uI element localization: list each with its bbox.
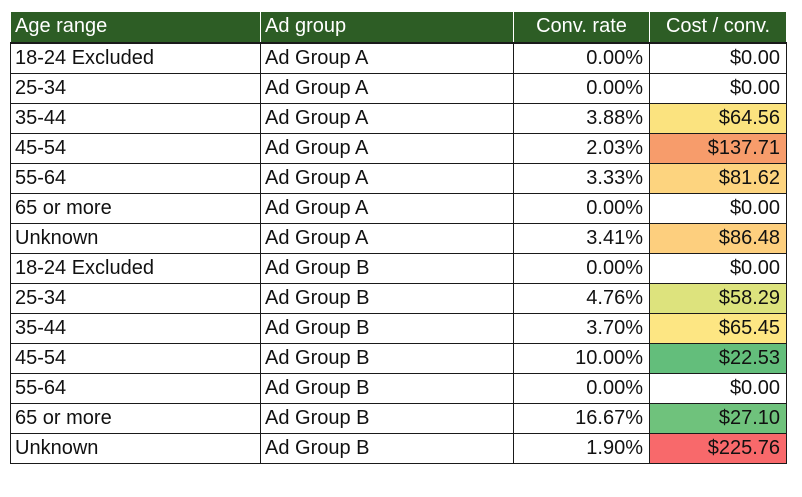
cell-cost-per-conv[interactable]: $64.56 bbox=[649, 102, 787, 134]
cell-cost-per-conv[interactable]: $0.00 bbox=[649, 192, 787, 224]
cell-ad-group[interactable]: Ad Group B bbox=[260, 312, 514, 344]
cell-cost-per-conv[interactable]: $22.53 bbox=[649, 342, 787, 374]
cell-conv-rate[interactable]: 1.90% bbox=[513, 432, 650, 464]
cell-cost-per-conv[interactable]: $27.10 bbox=[649, 402, 787, 434]
table-row: 65 or more Ad Group A 0.00% $0.00 bbox=[10, 192, 787, 224]
cell-conv-rate[interactable]: 3.41% bbox=[513, 222, 650, 254]
cell-conv-rate[interactable]: 0.00% bbox=[513, 42, 650, 74]
cell-conv-rate[interactable]: 0.00% bbox=[513, 372, 650, 404]
cell-ad-group[interactable]: Ad Group A bbox=[260, 72, 514, 104]
cell-ad-group[interactable]: Ad Group A bbox=[260, 42, 514, 74]
cell-conv-rate[interactable]: 3.33% bbox=[513, 162, 650, 194]
cell-conv-rate[interactable]: 0.00% bbox=[513, 72, 650, 104]
table-row: 55-64 Ad Group B 0.00% $0.00 bbox=[10, 372, 787, 404]
cell-cost-per-conv[interactable]: $81.62 bbox=[649, 162, 787, 194]
table-row: 55-64 Ad Group A 3.33% $81.62 bbox=[10, 162, 787, 194]
cell-age-range[interactable]: 18-24 Excluded bbox=[10, 42, 261, 74]
cell-conv-rate[interactable]: 10.00% bbox=[513, 342, 650, 374]
cell-cost-per-conv[interactable]: $65.45 bbox=[649, 312, 787, 344]
cell-age-range[interactable]: 65 or more bbox=[10, 192, 261, 224]
cell-ad-group[interactable]: Ad Group A bbox=[260, 102, 514, 134]
header-ad-group[interactable]: Ad group bbox=[260, 11, 514, 44]
table-row: 35-44 Ad Group A 3.88% $64.56 bbox=[10, 102, 787, 134]
cell-age-range[interactable]: 25-34 bbox=[10, 282, 261, 314]
cell-ad-group[interactable]: Ad Group B bbox=[260, 252, 514, 284]
cell-age-range[interactable]: 35-44 bbox=[10, 312, 261, 344]
cell-age-range[interactable]: Unknown bbox=[10, 432, 261, 464]
table-body: 18-24 Excluded Ad Group A 0.00% $0.00 25-34 A… bbox=[10, 42, 787, 464]
cell-ad-group[interactable]: Ad Group A bbox=[260, 222, 514, 254]
cell-age-range[interactable]: 35-44 bbox=[10, 102, 261, 134]
table-row: 18-24 Excluded Ad Group B 0.00% $0.00 bbox=[10, 252, 787, 284]
cell-ad-group[interactable]: Ad Group B bbox=[260, 282, 514, 314]
cell-ad-group[interactable]: Ad Group A bbox=[260, 162, 514, 194]
cell-cost-per-conv[interactable]: $86.48 bbox=[649, 222, 787, 254]
header-conv-rate[interactable]: Conv. rate bbox=[513, 11, 650, 44]
cell-cost-per-conv[interactable]: $137.71 bbox=[649, 132, 787, 164]
table-row: 35-44 Ad Group B 3.70% $65.45 bbox=[10, 312, 787, 344]
header-row: Age range Ad group Conv. rate Cost / con… bbox=[10, 11, 787, 44]
cell-conv-rate[interactable]: 0.00% bbox=[513, 252, 650, 284]
cell-cost-per-conv[interactable]: $0.00 bbox=[649, 42, 787, 74]
cell-age-range[interactable]: 25-34 bbox=[10, 72, 261, 104]
cell-conv-rate[interactable]: 4.76% bbox=[513, 282, 650, 314]
header-age-range[interactable]: Age range bbox=[10, 11, 261, 44]
table-row: 18-24 Excluded Ad Group A 0.00% $0.00 bbox=[10, 42, 787, 74]
data-table: Age range Ad group Conv. rate Cost / con… bbox=[10, 11, 787, 464]
cell-age-range[interactable]: 18-24 Excluded bbox=[10, 252, 261, 284]
table-row: 25-34 Ad Group A 0.00% $0.00 bbox=[10, 72, 787, 104]
cell-conv-rate[interactable]: 16.67% bbox=[513, 402, 650, 434]
table-row: Unknown Ad Group A 3.41% $86.48 bbox=[10, 222, 787, 254]
cell-cost-per-conv[interactable]: $0.00 bbox=[649, 252, 787, 284]
table-row: 45-54 Ad Group B 10.00% $22.53 bbox=[10, 342, 787, 374]
header-cost-per-conv[interactable]: Cost / conv. bbox=[649, 11, 787, 44]
cell-ad-group[interactable]: Ad Group A bbox=[260, 192, 514, 224]
cell-ad-group[interactable]: Ad Group B bbox=[260, 402, 514, 434]
cell-age-range[interactable]: Unknown bbox=[10, 222, 261, 254]
cell-cost-per-conv[interactable]: $0.00 bbox=[649, 72, 787, 104]
cell-age-range[interactable]: 45-54 bbox=[10, 132, 261, 164]
cell-ad-group[interactable]: Ad Group A bbox=[260, 132, 514, 164]
cell-age-range[interactable]: 55-64 bbox=[10, 162, 261, 194]
spreadsheet-table-container: Age range Ad group Conv. rate Cost / con… bbox=[10, 11, 787, 464]
cell-conv-rate[interactable]: 2.03% bbox=[513, 132, 650, 164]
cell-conv-rate[interactable]: 3.88% bbox=[513, 102, 650, 134]
table-row: 45-54 Ad Group A 2.03% $137.71 bbox=[10, 132, 787, 164]
cell-ad-group[interactable]: Ad Group B bbox=[260, 372, 514, 404]
cell-cost-per-conv[interactable]: $225.76 bbox=[649, 432, 787, 464]
cell-cost-per-conv[interactable]: $58.29 bbox=[649, 282, 787, 314]
cell-ad-group[interactable]: Ad Group B bbox=[260, 342, 514, 374]
cell-age-range[interactable]: 65 or more bbox=[10, 402, 261, 434]
cell-ad-group[interactable]: Ad Group B bbox=[260, 432, 514, 464]
cell-age-range[interactable]: 45-54 bbox=[10, 342, 261, 374]
cell-conv-rate[interactable]: 0.00% bbox=[513, 192, 650, 224]
table-row: Unknown Ad Group B 1.90% $225.76 bbox=[10, 432, 787, 464]
table-row: 65 or more Ad Group B 16.67% $27.10 bbox=[10, 402, 787, 434]
table-row: 25-34 Ad Group B 4.76% $58.29 bbox=[10, 282, 787, 314]
cell-age-range[interactable]: 55-64 bbox=[10, 372, 261, 404]
cell-conv-rate[interactable]: 3.70% bbox=[513, 312, 650, 344]
cell-cost-per-conv[interactable]: $0.00 bbox=[649, 372, 787, 404]
